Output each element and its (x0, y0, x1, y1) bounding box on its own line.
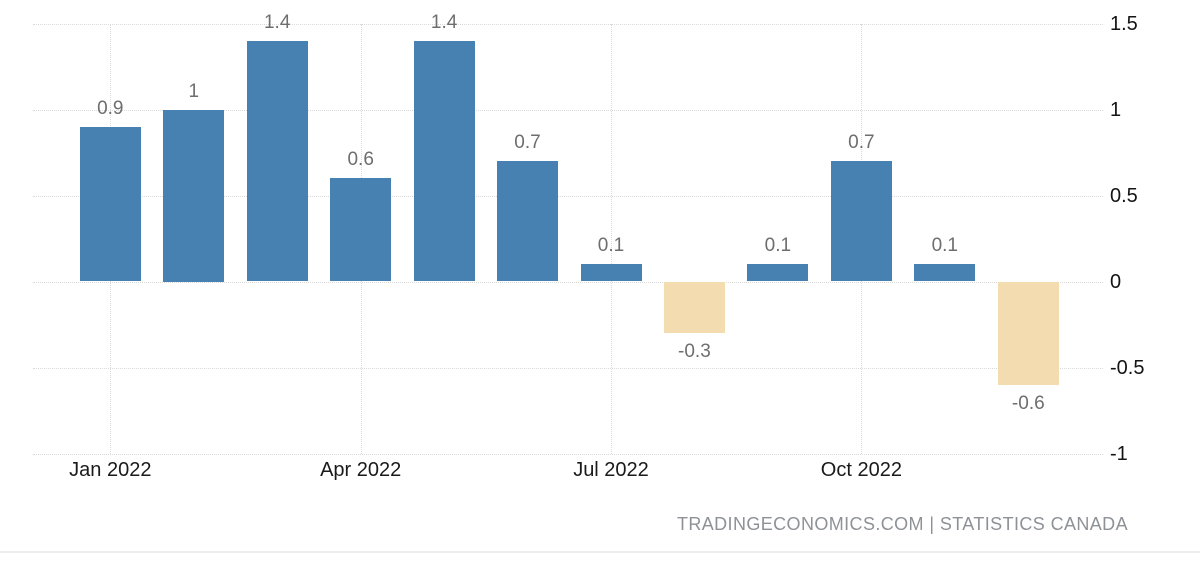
bar-jan-2022[interactable] (79, 126, 141, 282)
bar-value-label: 0.1 (931, 235, 958, 257)
horizontal-gridline (33, 367, 1103, 369)
x-axis-tick-label: Apr 2022 (320, 459, 402, 481)
y-axis-tick-label: 1 (1110, 98, 1122, 121)
y-axis-tick-label: 0.5 (1110, 184, 1138, 207)
bar-oct-2022[interactable] (830, 161, 892, 282)
x-axis-tick-label: Jan 2022 (69, 459, 152, 481)
bar-aug-2022[interactable] (663, 281, 725, 334)
bar-apr-2022[interactable] (330, 178, 392, 282)
attribution-text: TRADINGECONOMICS.COM | STATISTICS CANADA (676, 514, 1128, 534)
bar-value-label: 0.6 (347, 149, 374, 171)
bar-sep-2022[interactable] (747, 264, 809, 282)
bar-value-label: 0.7 (514, 132, 541, 154)
bar-value-label: 0.1 (764, 235, 792, 257)
bar-value-label: 1.4 (263, 11, 291, 33)
horizontal-gridline (33, 281, 1103, 283)
bar-value-label: -0.3 (678, 341, 711, 363)
horizontal-gridline (33, 195, 1103, 197)
bar-nov-2022[interactable] (914, 264, 976, 282)
bar-value-label: 0.9 (97, 97, 124, 119)
y-axis-tick-label: -1 (1110, 442, 1128, 465)
y-axis-tick-label: -0.5 (1110, 356, 1145, 379)
vertical-gridline (611, 23, 612, 454)
bar-jun-2022[interactable] (497, 161, 558, 282)
bar-value-label: -0.6 (1011, 392, 1045, 414)
y-axis-tick-label: 0 (1110, 270, 1122, 293)
bar-mar-2022[interactable] (246, 40, 308, 282)
bar-value-label: 1.4 (430, 11, 458, 33)
bar-jul-2022[interactable] (580, 264, 642, 282)
footer-divider (0, 551, 1200, 553)
bar-dec-2022[interactable] (997, 281, 1059, 385)
horizontal-gridline (33, 23, 1103, 25)
bar-may-2022[interactable] (413, 40, 475, 282)
bar-value-label: 0.1 (597, 235, 625, 257)
horizontal-gridline (33, 453, 1103, 455)
y-axis-tick-label: 1.5 (1110, 12, 1138, 35)
bar-value-label: 0.7 (848, 132, 875, 154)
bar-value-label: 1 (188, 80, 200, 102)
bar-feb-2022[interactable] (163, 109, 225, 282)
x-axis-tick-label: Jul 2022 (573, 459, 649, 481)
horizontal-gridline (33, 109, 1103, 111)
x-axis-tick-label: Oct 2022 (820, 459, 902, 481)
